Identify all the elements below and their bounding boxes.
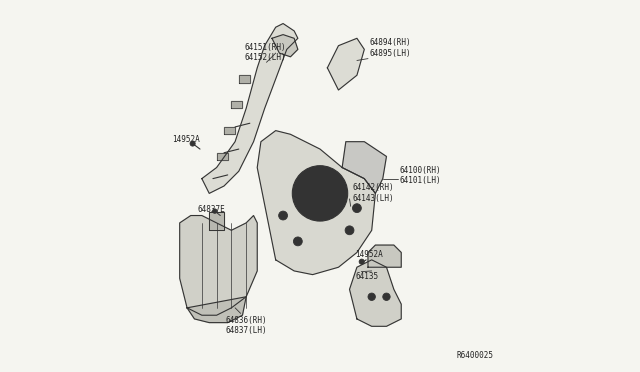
Circle shape <box>353 204 362 212</box>
Polygon shape <box>232 101 243 109</box>
Polygon shape <box>202 23 298 193</box>
Text: R6400025: R6400025 <box>456 350 493 359</box>
Polygon shape <box>239 75 250 83</box>
Polygon shape <box>342 142 387 193</box>
Polygon shape <box>180 215 257 315</box>
Circle shape <box>292 166 348 221</box>
Text: 64100(RH)
64101(LH): 64100(RH) 64101(LH) <box>399 166 441 185</box>
Polygon shape <box>349 260 401 326</box>
Polygon shape <box>368 245 401 267</box>
Polygon shape <box>216 153 228 160</box>
Text: 64142(RH)
64143(LH): 64142(RH) 64143(LH) <box>353 183 394 203</box>
Circle shape <box>359 259 364 264</box>
Text: 14952A: 14952A <box>172 135 200 144</box>
Circle shape <box>190 141 195 146</box>
Polygon shape <box>209 212 224 230</box>
Circle shape <box>212 209 217 213</box>
Polygon shape <box>187 297 246 323</box>
Polygon shape <box>272 35 298 57</box>
Polygon shape <box>328 38 364 90</box>
Text: 64135: 64135 <box>355 272 378 280</box>
Polygon shape <box>257 131 376 275</box>
Text: 14952A: 14952A <box>355 250 383 259</box>
Circle shape <box>345 226 354 235</box>
Circle shape <box>383 293 390 301</box>
Text: 64894(RH)
64895(LH): 64894(RH) 64895(LH) <box>370 38 412 58</box>
Text: 64837E: 64837E <box>197 205 225 215</box>
Circle shape <box>278 211 287 220</box>
Circle shape <box>293 237 302 246</box>
Circle shape <box>368 293 376 301</box>
Circle shape <box>305 179 335 208</box>
Polygon shape <box>224 127 235 134</box>
Text: 64836(RH)
64837(LH): 64836(RH) 64837(LH) <box>226 316 268 336</box>
Text: 64151(RH)
64152(LH): 64151(RH) 64152(LH) <box>244 43 286 62</box>
